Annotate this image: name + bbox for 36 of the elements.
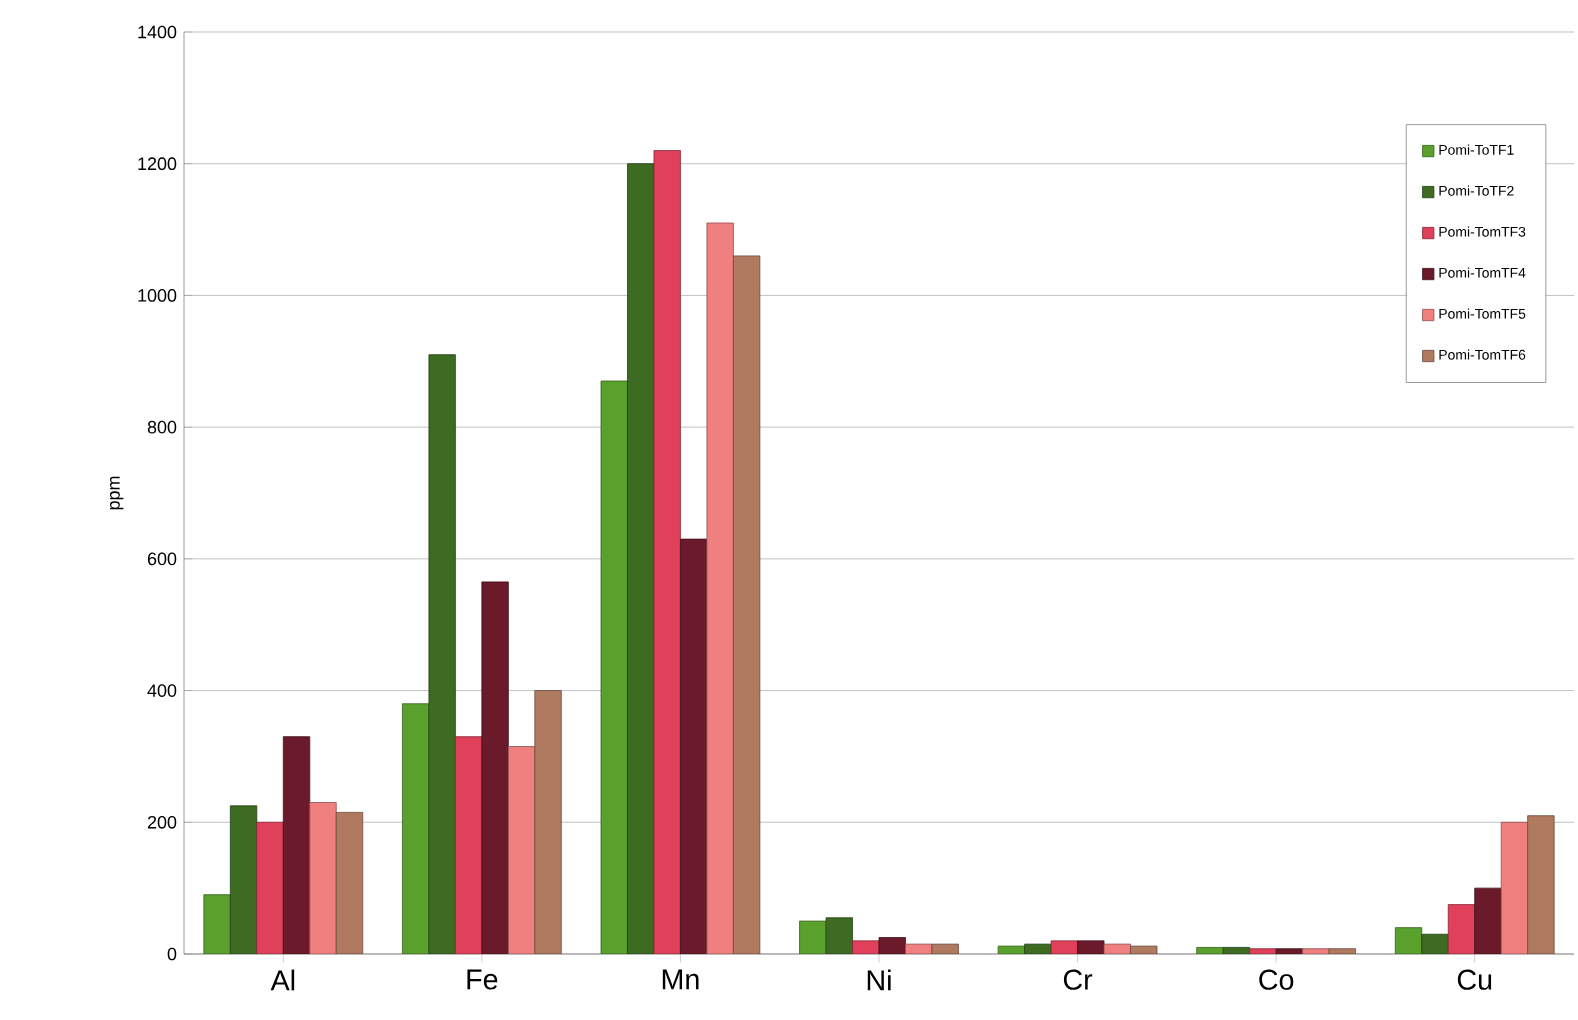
bar [1474,887,1502,954]
x-tick-label: Co [1259,969,1294,990]
bar [402,703,430,954]
bar [203,894,231,954]
bar [653,150,681,954]
bar [706,222,734,954]
x-tick-label: Fe [467,969,498,990]
bar [732,255,761,954]
x-tick-label: Cu [1457,969,1492,990]
x-tick-label: Mn [662,969,699,990]
y-tick-label: 400 [147,684,177,697]
bar [481,581,509,954]
bar [507,746,536,954]
y-tick-label: 800 [147,420,177,434]
x-tick-label: Al [270,969,295,991]
x-tick-label: Ni [867,969,891,991]
bar [534,690,562,954]
bar [680,538,708,954]
y-tick-label: 200 [147,815,177,829]
y-tick-label: 600 [147,552,177,566]
y-tick-label: 0 [167,947,177,961]
bar [1447,904,1476,954]
y-tick-label: 1400 [138,25,177,39]
bar [1527,815,1555,954]
bar [309,802,337,954]
bar [1500,821,1529,954]
x-tick-label: Cr [1063,969,1093,990]
bar [256,821,284,954]
y-axis-title: ppm [110,476,124,510]
bar [282,736,311,954]
y-tick-label: 1200 [138,157,177,171]
bar [600,380,628,954]
bar [1394,927,1423,954]
bar [335,812,364,954]
y-tick-label: 1000 [138,289,177,302]
bar [454,736,483,954]
